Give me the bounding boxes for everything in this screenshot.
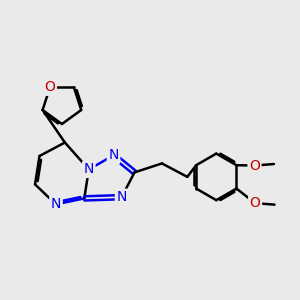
Text: O: O xyxy=(44,80,56,94)
Text: N: N xyxy=(108,148,119,162)
Text: N: N xyxy=(51,197,61,211)
Text: N: N xyxy=(116,190,127,204)
Text: N: N xyxy=(84,162,94,176)
Text: O: O xyxy=(249,158,260,172)
Text: O: O xyxy=(250,196,260,210)
